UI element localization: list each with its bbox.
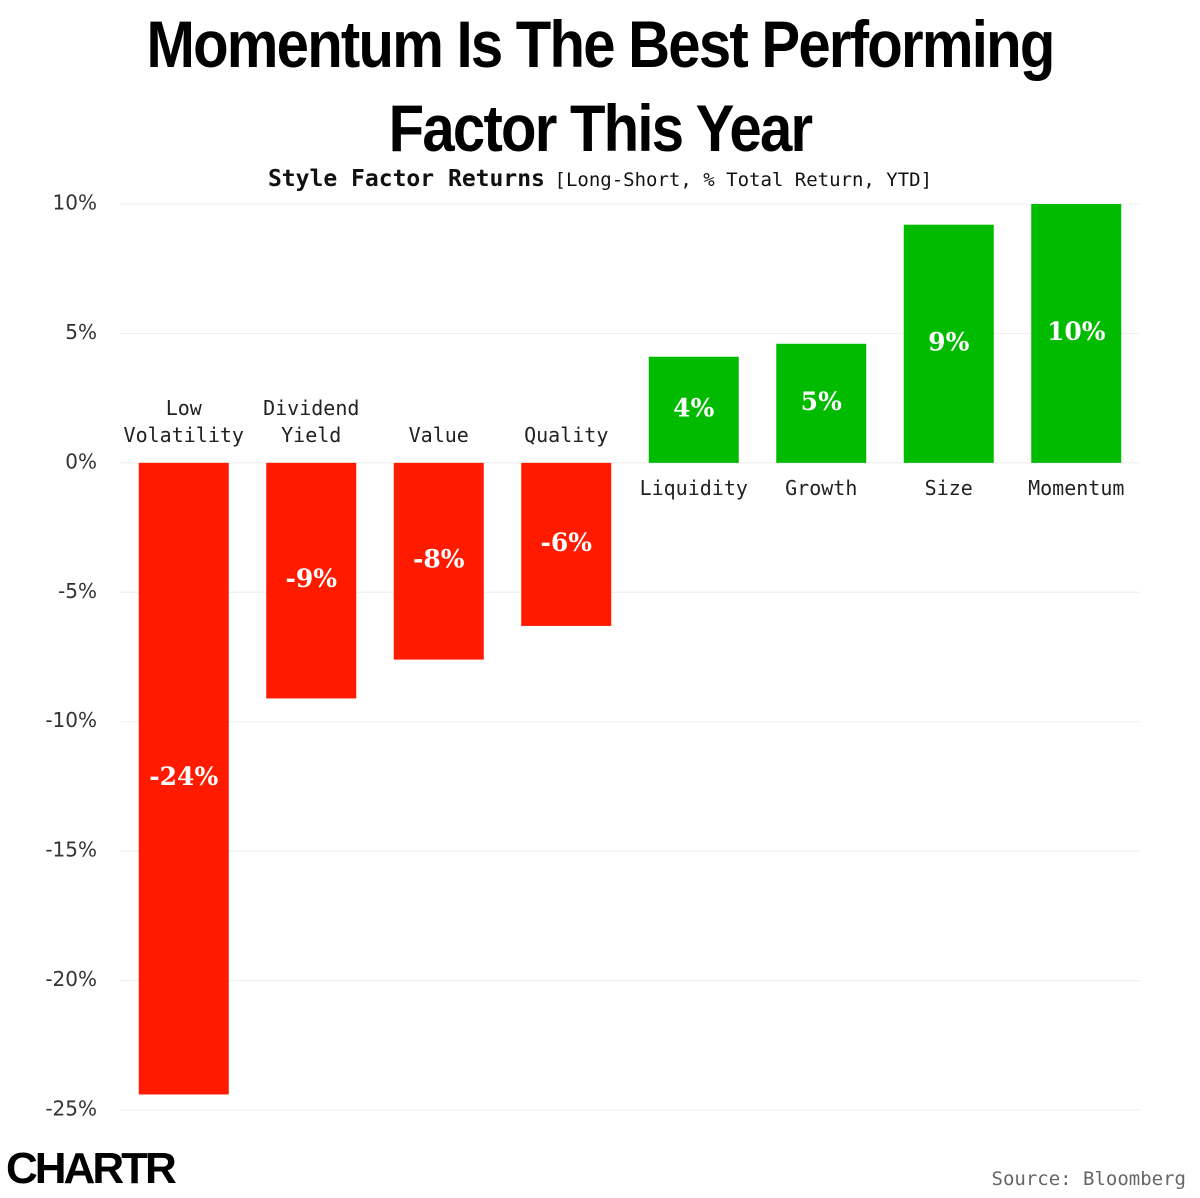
data-label: 5% <box>801 387 842 416</box>
y-tick-label: -20% <box>45 967 97 991</box>
chart-title: Momentum Is The Best Performing Factor T… <box>146 7 1055 165</box>
x-tick-label: Momentum <box>1028 475 1125 500</box>
bar <box>903 224 994 463</box>
x-tick-label: Quality <box>524 422 609 447</box>
x-tick-label: Size <box>924 475 973 500</box>
bar <box>648 356 739 463</box>
x-tick-label: Growth <box>785 475 858 500</box>
y-tick-label: -10% <box>45 708 97 732</box>
subtitle: Style Factor Returns <box>267 166 545 192</box>
bar <box>138 462 229 1095</box>
y-tick-label: 0% <box>65 449 97 473</box>
data-label: 9% <box>928 327 969 356</box>
logo: CHARTR <box>6 1144 177 1193</box>
y-tick-label: 10% <box>53 191 97 215</box>
x-tick-label: Low Volatility <box>123 395 244 447</box>
source: Source: Bloomberg <box>991 1168 1186 1190</box>
subtitle-note: [Long-Short, % Total Return, YTD] <box>554 169 933 191</box>
data-label: 10% <box>1047 317 1106 346</box>
y-tick-label: -15% <box>45 838 97 862</box>
data-label: -8% <box>413 545 465 574</box>
y-tick-label: 5% <box>65 320 97 344</box>
data-label: -9% <box>285 564 337 593</box>
bar <box>521 462 612 626</box>
y-tick-label: -25% <box>45 1097 97 1121</box>
bar <box>1031 204 1122 463</box>
x-tick-label: Dividend Yield <box>263 395 360 447</box>
data-label: -24% <box>149 762 218 791</box>
data-label: 4% <box>673 393 714 422</box>
data-label: -6% <box>540 528 592 557</box>
bar <box>776 343 867 463</box>
x-tick-label: Liquidity <box>639 475 748 500</box>
bar <box>393 462 484 660</box>
subtitle-row: Style Factor Returns [Long-Short, % Tota… <box>0 166 1200 192</box>
bar <box>266 462 357 699</box>
y-tick-label: -5% <box>58 579 97 603</box>
x-tick-label: Value <box>408 422 469 447</box>
